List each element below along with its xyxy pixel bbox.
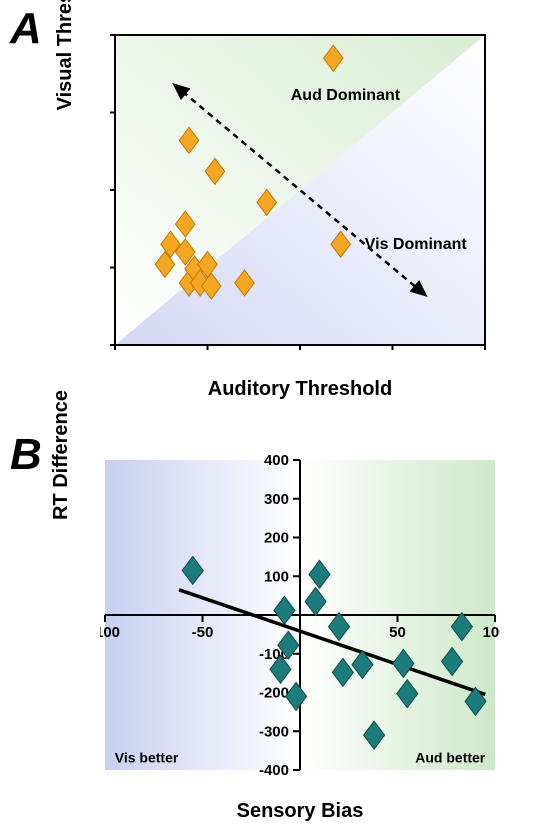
- svg-text:400: 400: [264, 455, 289, 469]
- svg-text:-200: -200: [259, 685, 289, 702]
- svg-text:200: 200: [264, 530, 289, 547]
- svg-text:300: 300: [264, 491, 289, 508]
- chart-b: -100-5050100-400-300-200-100010020030040…: [100, 455, 500, 775]
- svg-text:100: 100: [482, 624, 500, 641]
- panel-b-label: B: [10, 430, 42, 480]
- svg-text:-50: -50: [192, 624, 214, 641]
- svg-text:100: 100: [264, 568, 289, 585]
- chart-b-ylabel: RT Difference: [50, 295, 73, 615]
- svg-text:Vis Dominant: Vis Dominant: [365, 236, 468, 253]
- chart-a: 050100150200050100150200Aud DominantVis …: [110, 30, 490, 350]
- chart-b-svg: -100-5050100-400-300-200-100010020030040…: [100, 455, 500, 775]
- svg-text:50: 50: [389, 624, 406, 641]
- svg-text:Aud better: Aud better: [415, 749, 486, 765]
- svg-text:-400: -400: [259, 762, 289, 775]
- svg-text:Aud Dominant: Aud Dominant: [291, 87, 401, 104]
- panel-a-label: A: [10, 4, 42, 54]
- chart-b-xlabel: Sensory Bias: [100, 800, 500, 823]
- svg-text:Vis better: Vis better: [115, 749, 179, 765]
- chart-a-svg: 050100150200050100150200Aud DominantVis …: [110, 30, 490, 350]
- chart-a-ylabel: Visual Threshold: [54, 0, 77, 190]
- svg-text:-300: -300: [259, 723, 289, 740]
- chart-a-xlabel: Auditory Threshold: [110, 378, 490, 401]
- svg-text:-100: -100: [100, 624, 120, 641]
